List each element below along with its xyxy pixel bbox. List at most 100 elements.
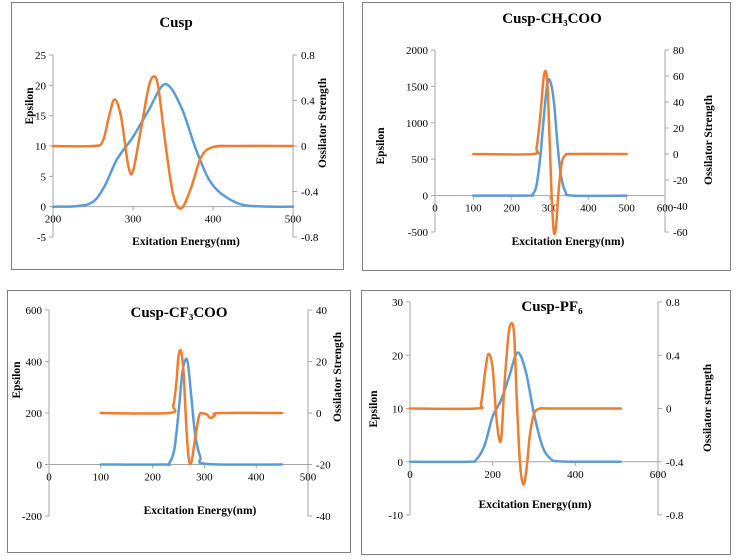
y2-tick-label: 0.8 [301, 50, 315, 62]
y-axis-label: Epsilon [375, 127, 387, 165]
y-tick-label: 0 [37, 460, 43, 472]
oscillator-strength-series-line [408, 322, 623, 486]
chart-0: -5 0 5 10 15 20 25 -0.8 -0.4 0 0.4 0.8 200 300 400 500 C… [24, 15, 329, 248]
y2-tick-label: -40 [673, 201, 688, 213]
x-tick-label: 300 [196, 472, 213, 484]
y2-tick-label: 0.8 [666, 297, 680, 309]
chart-title: Cusp [159, 15, 192, 31]
y-tick-label: 5 [41, 171, 47, 183]
y-axis-label: Epsilon [11, 361, 23, 399]
y-tick-label: -10 [388, 510, 403, 522]
y-tick-label: 500 [412, 154, 429, 166]
x-tick-label: 200 [45, 214, 62, 226]
x-axis-label: Excitation Energy(nm) [512, 236, 625, 248]
y-tick-label: -5 [37, 232, 47, 244]
x-tick-label: 0 [432, 203, 438, 215]
y2-tick-label: 80 [673, 45, 685, 57]
epsilon-series-line [51, 82, 295, 208]
x-tick-label: 200 [144, 472, 161, 484]
y-tick-label: 20 [35, 80, 47, 92]
y-tick-label: 30 [392, 297, 404, 309]
y-tick-label: 1500 [406, 81, 429, 93]
x-tick-label: 400 [205, 214, 222, 226]
y2-tick-label: -0.8 [666, 510, 684, 522]
x-tick-label: 300 [542, 203, 559, 215]
y-axis-label: Epsilon [368, 390, 380, 428]
chart-panel-cusp-cf3coo [7, 290, 351, 553]
oscillator-strength-series-line [99, 348, 284, 466]
x-tick-label: 300 [125, 214, 142, 226]
x-axis-label: Excitation Energy(nm) [479, 499, 592, 511]
x-tick-label: 500 [618, 203, 635, 215]
x-tick-label: 200 [484, 469, 501, 481]
x-tick-label: 100 [465, 203, 482, 215]
epsilon-series-line [472, 77, 628, 198]
chart-panel-cusp [11, 2, 344, 270]
y-tick-label: 10 [35, 141, 47, 153]
y2-axis-label: Ossilator Strength [332, 331, 344, 422]
y-tick-label: 1000 [406, 118, 429, 130]
x-tick-label: 400 [580, 203, 597, 215]
x-tick-label: 400 [567, 469, 584, 481]
y-tick-label: 2000 [406, 45, 429, 57]
x-tick-label: 500 [285, 214, 302, 226]
x-tick-label: 0 [407, 469, 413, 481]
x-tick-label: 500 [300, 472, 317, 484]
y2-tick-label: -0.8 [301, 232, 319, 244]
chart-title: Cusp-PF₆ [521, 299, 583, 315]
y-tick-label: 25 [35, 50, 47, 62]
y2-tick-label: 0 [316, 408, 322, 420]
x-tick-label: 100 [93, 472, 110, 484]
y2-tick-label: 20 [673, 123, 685, 135]
y2-axis-label: Ossilator strength [702, 363, 714, 452]
y-tick-label: 0 [398, 457, 404, 469]
y2-tick-label: -60 [673, 227, 688, 239]
chart-title: Cusp-CH₃COO [502, 11, 602, 27]
x-tick-label: 600 [657, 203, 674, 215]
chart-panel-cusp-ch3coo [362, 2, 731, 271]
epsilon-series-line [99, 357, 284, 466]
chart-title: Cusp-CF₃COO [130, 305, 227, 321]
y-tick-label: 20 [392, 350, 404, 362]
y-tick-label: 15 [35, 111, 47, 123]
y2-tick-label: 40 [673, 97, 685, 109]
x-axis-label: Exitation Energy(nm) [132, 236, 240, 248]
y-tick-label: 200 [26, 408, 43, 420]
x-tick-label: 200 [503, 203, 520, 215]
oscillator-strength-series-line [51, 75, 295, 210]
x-tick-label: 400 [248, 472, 265, 484]
y2-tick-label: 0.4 [301, 96, 315, 108]
y-axis-label: Epsilon [24, 87, 36, 125]
y2-tick-label: 60 [673, 71, 685, 83]
x-tick-label: 600 [650, 469, 667, 481]
chart-panel-cusp-pf6 [361, 290, 731, 555]
y2-tick-label: 0.4 [666, 350, 680, 362]
x-axis-label: Excitation Energy(nm) [144, 505, 257, 517]
y-tick-label: 600 [26, 305, 43, 317]
y-tick-label: 0 [41, 202, 47, 214]
y-tick-label: 10 [392, 404, 404, 416]
oscillator-strength-series-line [472, 69, 628, 236]
y2-tick-label: -40 [316, 511, 331, 523]
y-tick-label: -500 [408, 227, 429, 239]
y-tick-label: 0 [423, 191, 429, 203]
y2-tick-label: 0 [666, 404, 672, 416]
y2-tick-label: -0.4 [666, 457, 684, 469]
y2-tick-label: -20 [316, 460, 331, 472]
x-tick-label: 0 [46, 472, 52, 484]
y2-axis-label: Ossilator Strength [317, 77, 329, 168]
y2-tick-label: 40 [316, 305, 328, 317]
y2-tick-label: 0 [673, 149, 679, 161]
y-tick-label: -200 [22, 511, 43, 523]
y2-tick-label: -0.4 [301, 187, 319, 199]
y2-tick-label: 0 [301, 141, 307, 153]
y2-tick-label: -20 [673, 175, 688, 187]
y-tick-label: 400 [26, 357, 43, 369]
chart-3: -10 0 10 20 30 -0.8 -0.4 0 0.4 0.8 0 200 400 600 Cusp-… [368, 297, 714, 522]
epsilon-series-line [408, 351, 623, 464]
y2-axis-label: Ossilator Strength [703, 94, 715, 185]
y2-tick-label: 20 [316, 357, 328, 369]
